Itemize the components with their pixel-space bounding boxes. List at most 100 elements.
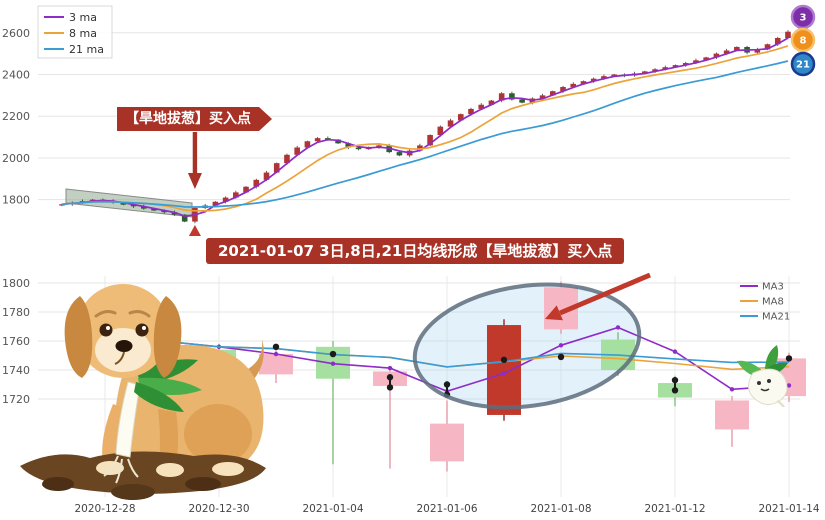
soil-clump (42, 477, 74, 491)
dog-nose (115, 340, 133, 352)
dog-brow (94, 310, 117, 318)
x-tick-label: 2021-01-14 (758, 503, 819, 515)
candle-body (253, 179, 260, 187)
candle-body (427, 134, 433, 146)
legend-label: MA21 (762, 312, 790, 323)
dog-paw (96, 461, 124, 475)
top-chart: 1800 2000 2200 2400 2600 3 ma 8 ma 21 ma 3 8 21 (2, 4, 816, 236)
candle-body (785, 31, 791, 38)
svg-text:3: 3 (800, 13, 807, 24)
x-tick-label: 2021-01-08 (530, 503, 591, 515)
y-tick-label: 1800 (2, 194, 30, 207)
candle-body (550, 91, 556, 96)
candle-body (509, 93, 515, 100)
candle-body (335, 139, 341, 144)
buy-point-flag: 【旱地拔葱】买入点 (117, 107, 272, 131)
y-tick-label: 1720 (2, 393, 30, 406)
radish-eye (767, 379, 771, 383)
candle-body (774, 37, 781, 45)
ma-end-badge-21: 21 (790, 51, 816, 77)
candle-body (703, 57, 709, 61)
candle-body (539, 95, 546, 99)
candle-body (161, 210, 168, 213)
candle-body (304, 141, 311, 148)
candle-body (580, 81, 587, 84)
signal-banner: 2021-01-07 3日,8日,21日均线形成【旱地拔葱】买入点 (206, 238, 625, 264)
x-tick-label: 2021-01-06 (416, 503, 477, 515)
radish-eye (757, 381, 761, 385)
dog-illustration (20, 284, 266, 500)
highlight-ellipse-fill (414, 284, 640, 408)
candle-body (171, 212, 178, 215)
candle-body (560, 87, 566, 92)
dog-paw (212, 462, 244, 476)
candle-body (652, 69, 658, 72)
candle-body (601, 76, 607, 79)
radish-root (776, 399, 785, 407)
top-ma-line-8 (61, 45, 789, 212)
candle-body (478, 104, 485, 109)
pivot-markers (272, 343, 793, 398)
x-tick-label: 2020-12-30 (188, 503, 249, 515)
candle-body (181, 214, 188, 222)
svg-text:8: 8 (800, 36, 807, 47)
y-tick-label: 1780 (2, 306, 30, 319)
candle-body (764, 44, 771, 50)
top-legend: 3 ma 8 ma 21 ma (37, 5, 113, 59)
y-tick-label: 1760 (2, 335, 30, 348)
x-tick-label: 2021-01-12 (644, 503, 705, 515)
ma-end-badge-8: 8 (790, 27, 816, 53)
candle-body (222, 197, 229, 202)
dog-eye (99, 323, 113, 337)
legend-label: 3 ma (69, 11, 97, 24)
radish-smile (760, 388, 770, 392)
candle-body (447, 120, 454, 127)
scallion-stalk (115, 381, 141, 458)
bottom-ma-line-21 (104, 331, 790, 368)
candle-body (233, 192, 239, 198)
ma3-point (330, 361, 336, 366)
candle-body (59, 204, 65, 206)
dog-ear (64, 296, 93, 378)
candle-body (355, 147, 362, 150)
candle-body (130, 204, 137, 207)
candle-body (212, 201, 219, 206)
highlight-candle (487, 325, 521, 415)
ma-end-badge-3: 3 (790, 4, 816, 30)
candle-body (430, 423, 464, 462)
ma3-point (615, 325, 621, 330)
dog-paw (156, 463, 184, 477)
buy-point-flag-label: 【旱地拔葱】买入点 (125, 111, 251, 127)
candle-body (259, 354, 293, 375)
y-tick-label: 2200 (2, 110, 30, 123)
candle-body (672, 65, 679, 68)
candle-body (488, 100, 495, 105)
candle-body (754, 49, 761, 53)
candle-body (734, 46, 740, 51)
ma3-point (501, 371, 507, 376)
candle-body (294, 147, 300, 155)
candle-body (662, 67, 669, 70)
soil-clump (185, 477, 221, 491)
top-ma-line-3 (61, 37, 789, 217)
candle-body (284, 154, 290, 164)
highlight-ellipse (412, 282, 642, 410)
dog-eye (135, 323, 149, 337)
candle-body (715, 400, 749, 430)
ma3-point (273, 351, 279, 357)
candle-body (457, 114, 464, 121)
bottom-legend: MA3 MA8 MA21 (740, 282, 790, 323)
scallion-roots (103, 455, 139, 484)
candle-body (468, 108, 474, 115)
dog-ear (153, 296, 182, 378)
candle-body (570, 83, 577, 88)
candle-body (345, 143, 352, 148)
y-tick-label: 2400 (2, 68, 30, 81)
dog-hind-leg (184, 404, 252, 464)
candle-body (519, 99, 525, 103)
candle-body (693, 60, 699, 64)
legend-label: 21 ma (69, 43, 104, 56)
ma3-point (387, 365, 393, 371)
legend-label: 8 ma (69, 27, 97, 40)
